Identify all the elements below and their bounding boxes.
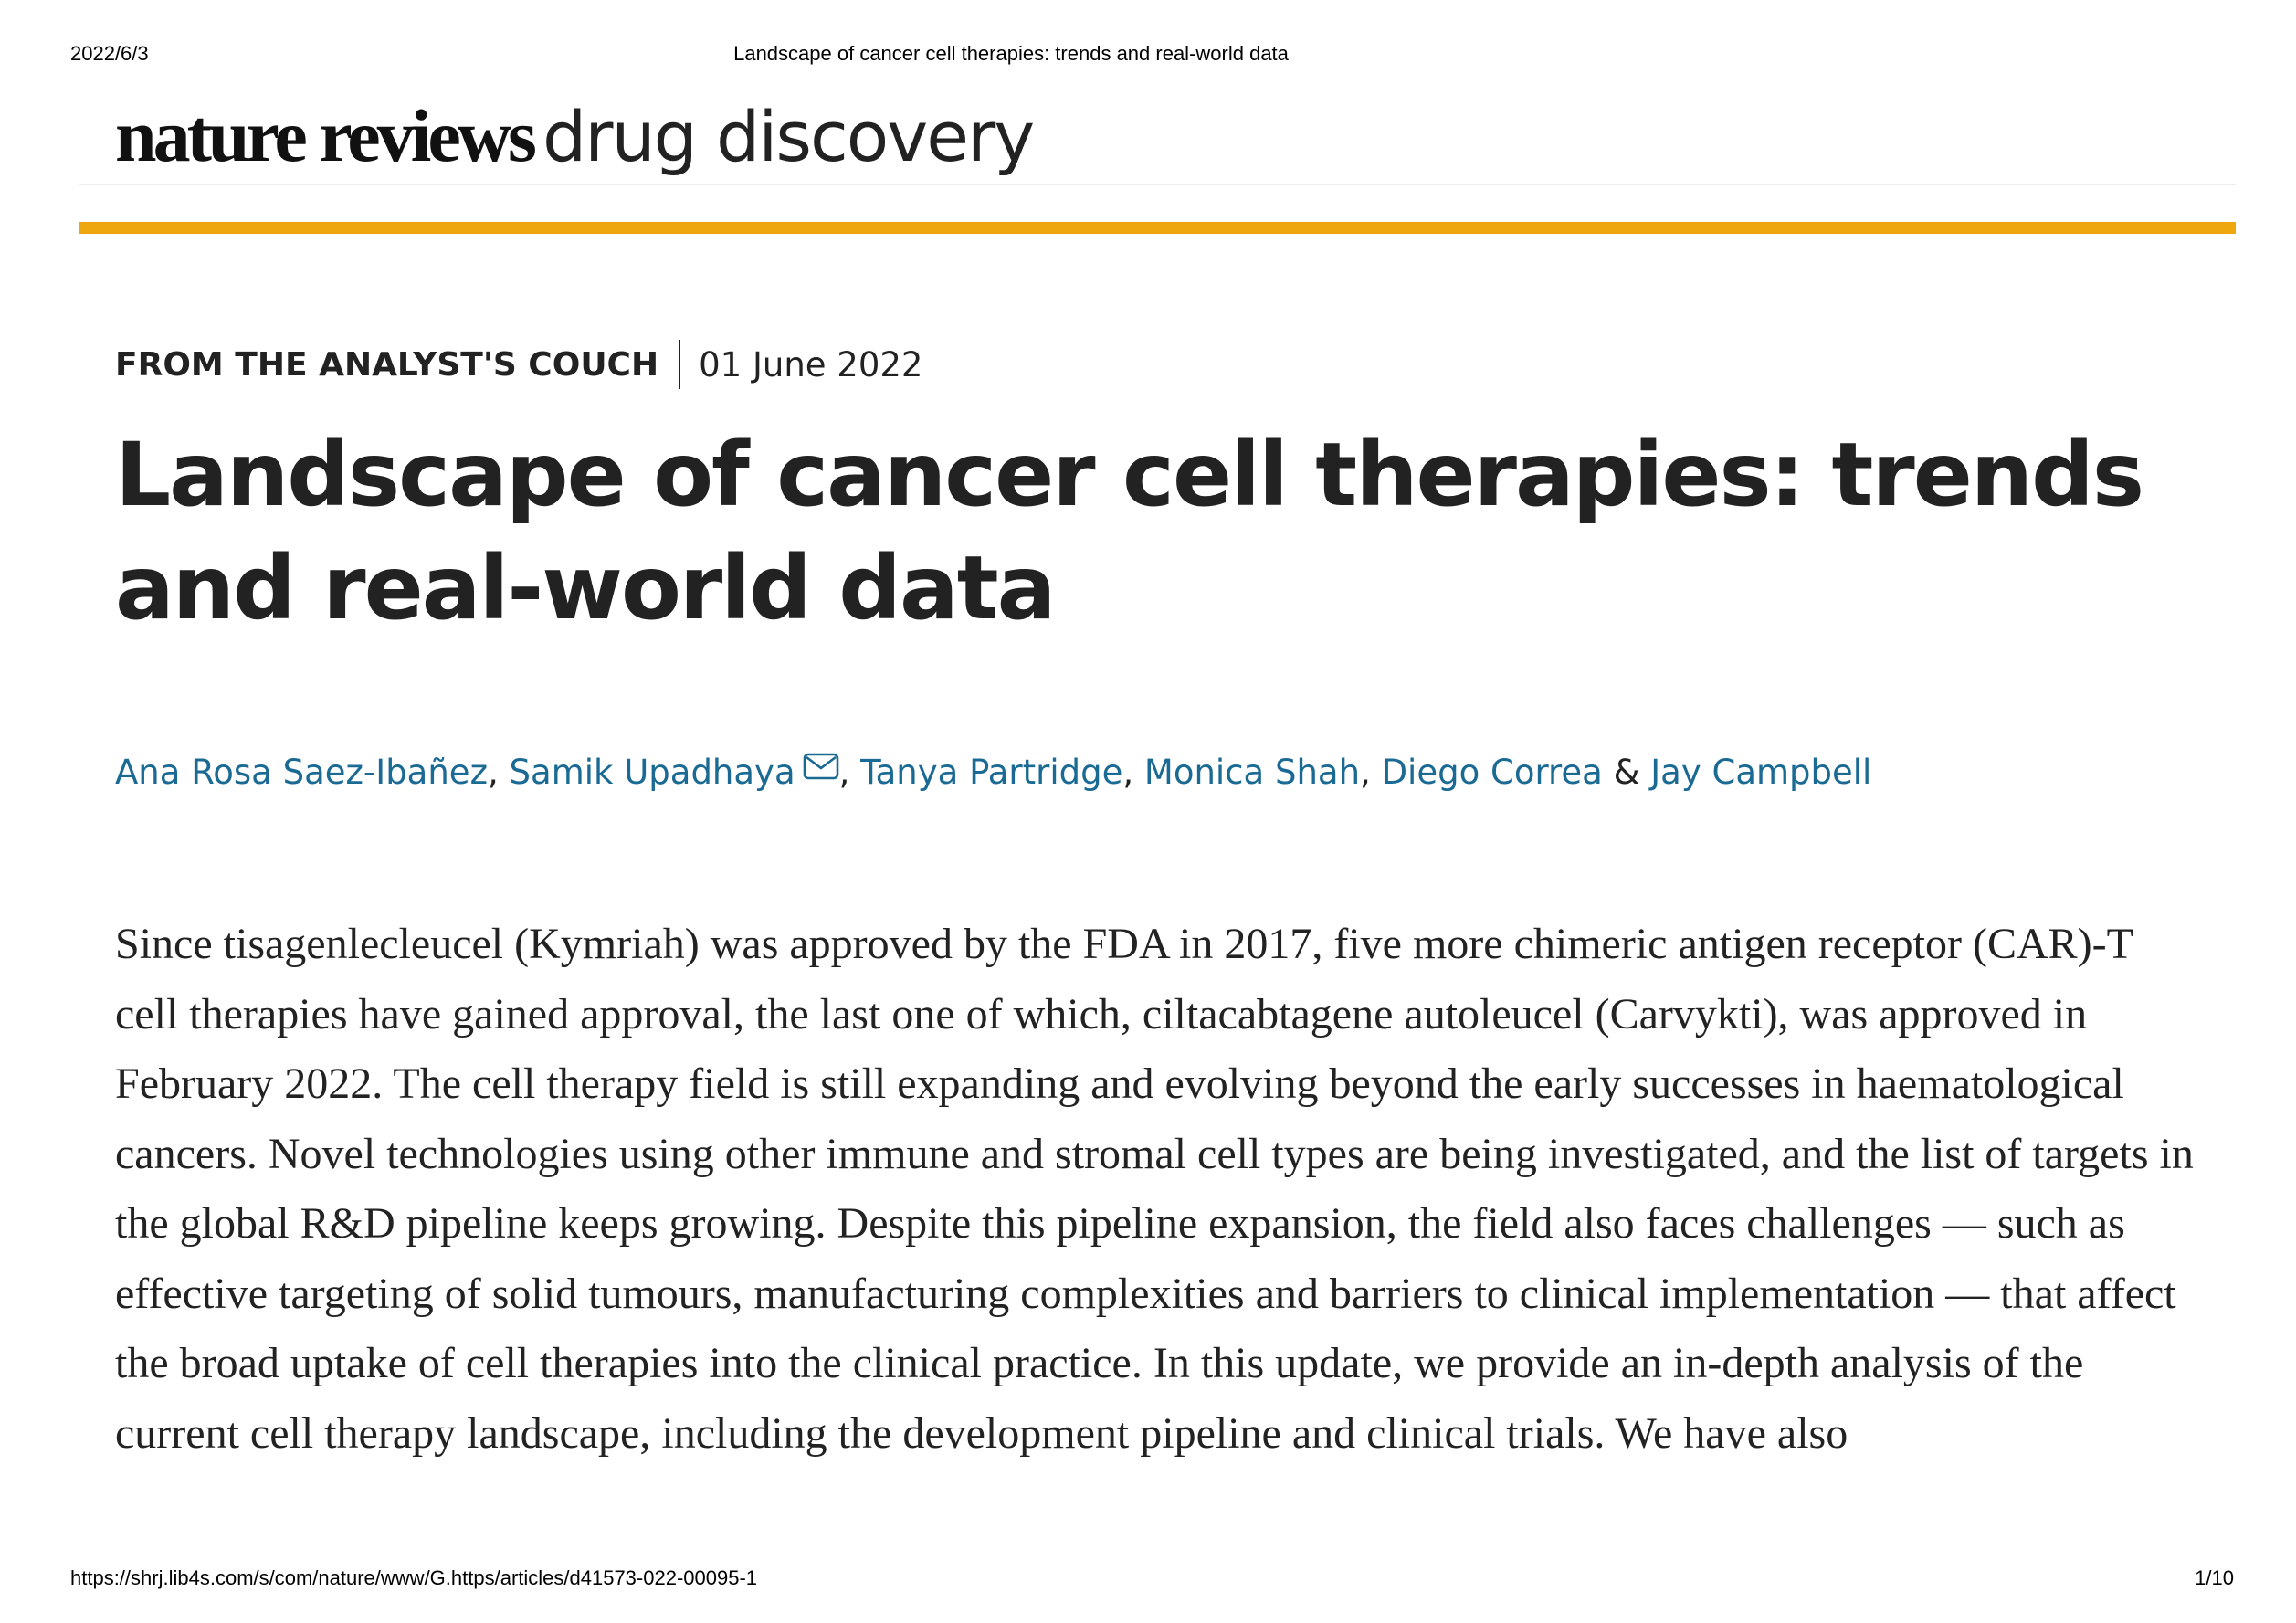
accent-bar — [79, 222, 2236, 234]
print-header-date: 2022/6/3 — [70, 42, 149, 65]
author-list: Ana Rosa Saez-Ibañez, Samik Upadhaya, Ta… — [115, 749, 1871, 792]
author-separator: & — [1602, 753, 1651, 792]
author-link[interactable]: Diego Correa — [1381, 753, 1603, 792]
author-separator: , — [488, 753, 510, 792]
print-footer-url: https://shrj.lib4s.com/s/com/nature/www/… — [70, 1566, 758, 1589]
article-title: Landscape of cancer cell therapies: tren… — [115, 424, 2144, 639]
article-type: FROM THE ANALYST'S COUCH — [115, 345, 659, 384]
author-link[interactable]: Jay Campbell — [1650, 753, 1872, 792]
publication-date: 01 June 2022 — [699, 344, 923, 385]
print-footer-page-number: 1/10 — [2195, 1566, 2234, 1589]
author-separator: , — [1360, 753, 1382, 792]
author-separator: , — [1122, 753, 1144, 792]
brand-name-bold: nature reviews — [115, 94, 537, 177]
author-separator: , — [838, 753, 861, 792]
author-link[interactable]: Tanya Partridge — [860, 753, 1123, 792]
author-link[interactable]: Ana Rosa Saez-Ibañez — [115, 753, 488, 792]
article-meta: FROM THE ANALYST'S COUCH 01 June 2022 — [115, 340, 922, 389]
author-link[interactable]: Monica Shah — [1143, 753, 1361, 792]
masthead-divider — [79, 184, 2236, 185]
journal-logo[interactable]: nature reviews drug discovery — [115, 93, 1035, 184]
author-link[interactable]: Samik Upadhaya — [509, 753, 795, 792]
mail-icon[interactable] — [803, 749, 839, 788]
print-header-title: Landscape of cancer cell therapies: tren… — [733, 42, 1289, 65]
article-abstract: Since tisagenlecleucel (Kymriah) was app… — [115, 920, 2194, 1458]
brand-name-light: drug discovery — [542, 96, 1035, 177]
meta-divider — [679, 340, 681, 389]
